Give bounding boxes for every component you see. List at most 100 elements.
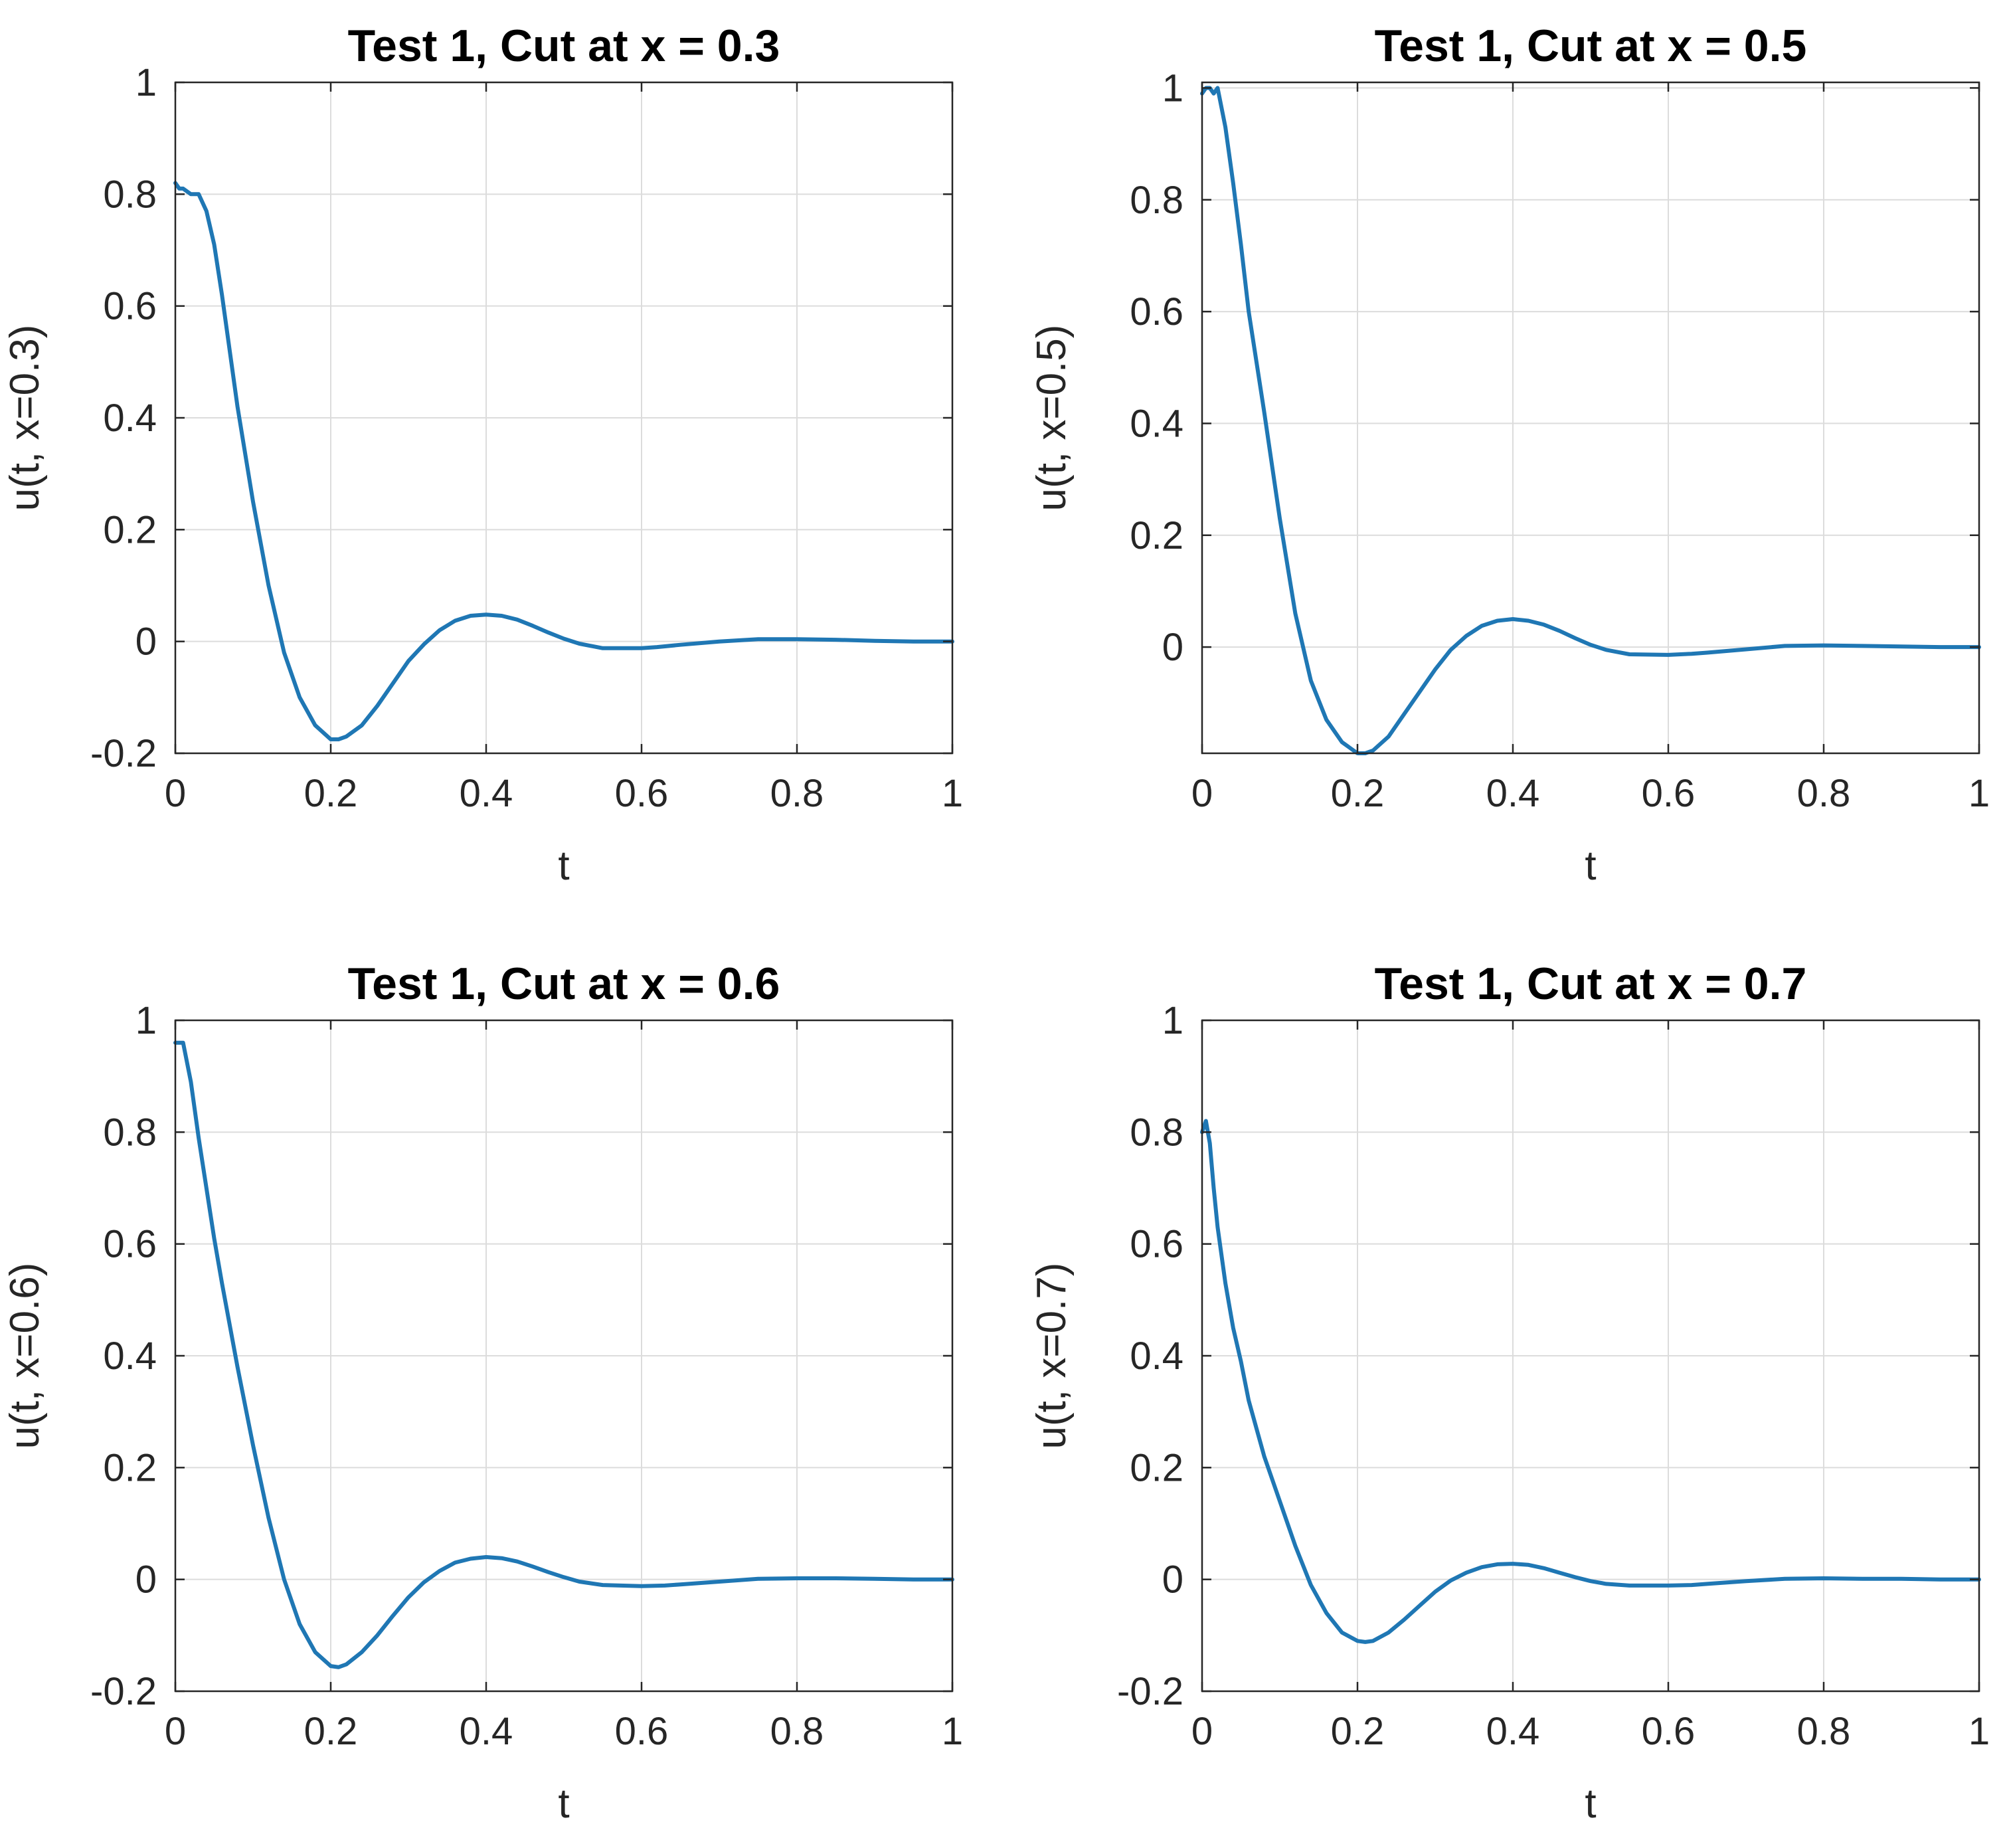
data-point xyxy=(1706,1583,1708,1585)
data-point xyxy=(1263,411,1265,413)
data-point xyxy=(1372,749,1374,751)
data-point xyxy=(361,724,363,727)
data-point xyxy=(361,1651,363,1653)
data-point xyxy=(532,1566,534,1568)
data-point xyxy=(1434,1590,1437,1593)
data-point xyxy=(1326,719,1328,721)
data-point xyxy=(1341,741,1343,743)
data-point xyxy=(1294,612,1296,614)
x-tick-label: 1 xyxy=(942,1710,963,1753)
y-tick-label: 0.4 xyxy=(103,397,157,440)
data-point xyxy=(1900,1578,1903,1580)
data-point xyxy=(1387,735,1389,737)
data-point xyxy=(663,1584,666,1587)
x-tick-label: 0.2 xyxy=(1331,772,1385,815)
data-point xyxy=(1240,1360,1242,1362)
x-tick-label: 1 xyxy=(1968,1710,1990,1753)
data-point xyxy=(1543,1567,1545,1570)
y-tick-label: 0.2 xyxy=(1130,514,1183,557)
series-line-u xyxy=(173,181,954,741)
data-point xyxy=(578,642,580,645)
data-point xyxy=(1294,1544,1296,1547)
data-point xyxy=(1527,620,1529,622)
data-point xyxy=(377,705,379,707)
x-tick-label: 0.8 xyxy=(770,772,824,815)
data-point xyxy=(454,620,456,622)
data-point xyxy=(718,1580,721,1583)
data-point xyxy=(1496,1563,1498,1566)
data-point xyxy=(1341,1631,1343,1633)
data-point xyxy=(679,644,681,646)
y-axis-label: u(t, x=0.7) xyxy=(1029,1263,1075,1449)
data-point xyxy=(602,1584,604,1586)
data-point xyxy=(1589,644,1592,646)
data-point xyxy=(516,618,518,621)
y-tick-label: -0.2 xyxy=(1117,1670,1183,1713)
data-point xyxy=(1213,1187,1215,1189)
data-point xyxy=(205,210,207,212)
data-point xyxy=(407,660,410,662)
data-point xyxy=(656,646,658,648)
data-point xyxy=(1263,1455,1265,1457)
data-point xyxy=(873,640,876,642)
data-point xyxy=(485,614,487,616)
y-tick-label: 1 xyxy=(135,999,157,1042)
x-tick-label: 0.6 xyxy=(1642,772,1696,815)
data-point xyxy=(1205,1120,1207,1122)
data-point xyxy=(314,724,316,727)
y-tick-label: 0.2 xyxy=(103,1446,157,1489)
data-point xyxy=(1900,646,1903,648)
y-tick-label: -0.2 xyxy=(90,1670,157,1713)
x-tick-label: 0.8 xyxy=(1797,1710,1851,1753)
data-point xyxy=(1278,517,1281,519)
data-point xyxy=(1356,1640,1359,1642)
y-tick-label: 0.4 xyxy=(103,1335,157,1378)
data-point xyxy=(1784,645,1786,647)
data-point xyxy=(221,1282,223,1284)
data-point xyxy=(337,738,339,741)
data-point xyxy=(547,1571,549,1573)
data-point xyxy=(1434,668,1437,670)
data-point xyxy=(1465,635,1467,637)
y-axis-label: u(t, x=0.6) xyxy=(2,1263,48,1449)
data-point xyxy=(470,1558,472,1560)
data-point xyxy=(1527,1564,1529,1566)
data-point xyxy=(182,1042,184,1044)
x-tick-label: 1 xyxy=(1968,772,1990,815)
data-point xyxy=(1605,649,1607,651)
data-point xyxy=(213,243,215,246)
data-point xyxy=(1364,1641,1366,1643)
x-tick-label: 0 xyxy=(1191,772,1213,815)
data-point xyxy=(205,1187,207,1189)
y-tick-label: 1 xyxy=(1162,66,1183,110)
x-tick-label: 0.2 xyxy=(304,772,358,815)
y-tick-label: 0.8 xyxy=(1130,1111,1183,1154)
data-point xyxy=(1403,713,1405,715)
data-point xyxy=(796,1577,798,1580)
x-tick-label: 0.2 xyxy=(304,1710,358,1753)
data-point xyxy=(718,640,721,642)
data-point xyxy=(423,643,425,646)
data-point xyxy=(1450,1580,1452,1582)
data-point xyxy=(1224,126,1227,128)
data-point xyxy=(1481,624,1483,627)
data-point xyxy=(1862,1578,1864,1580)
y-axis-label: u(t, x=0.5) xyxy=(1029,325,1075,511)
x-axis-label: t xyxy=(558,843,569,889)
data-point xyxy=(640,1585,643,1587)
data-point xyxy=(796,638,798,640)
data-point xyxy=(299,1623,301,1625)
data-point xyxy=(913,1578,915,1580)
data-point xyxy=(1690,1584,1693,1586)
y-tick-label: 0.8 xyxy=(103,1111,157,1154)
y-tick-label: 1 xyxy=(135,61,157,104)
data-point xyxy=(532,624,534,627)
x-axis-label: t xyxy=(1585,843,1596,889)
y-tick-label: -0.2 xyxy=(90,732,157,775)
data-point xyxy=(1512,618,1514,620)
data-point xyxy=(283,652,285,654)
series-line-u xyxy=(1200,1119,1981,1644)
